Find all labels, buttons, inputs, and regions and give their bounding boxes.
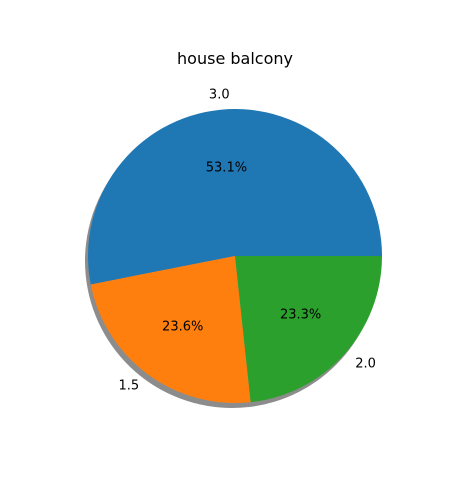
- pie-labels: 3.0 53.1% 1.5 23.6% 2.0 23.3%: [118, 88, 376, 394]
- pie-slices: [87, 109, 382, 403]
- pie-category-label: 2.0: [355, 357, 376, 372]
- pie-percent-label: 53.1%: [206, 161, 247, 176]
- pie-category-label: 3.0: [209, 88, 230, 103]
- pie-percent-label: 23.6%: [162, 320, 203, 335]
- pie-slice-3.0: [87, 109, 382, 285]
- pie-category-label: 1.5: [118, 379, 139, 394]
- pie-slice-1.5: [90, 256, 251, 403]
- chart-title: house balcony: [177, 49, 293, 68]
- pie-percent-label: 23.3%: [280, 307, 321, 322]
- pie-slice-2.0: [235, 256, 382, 403]
